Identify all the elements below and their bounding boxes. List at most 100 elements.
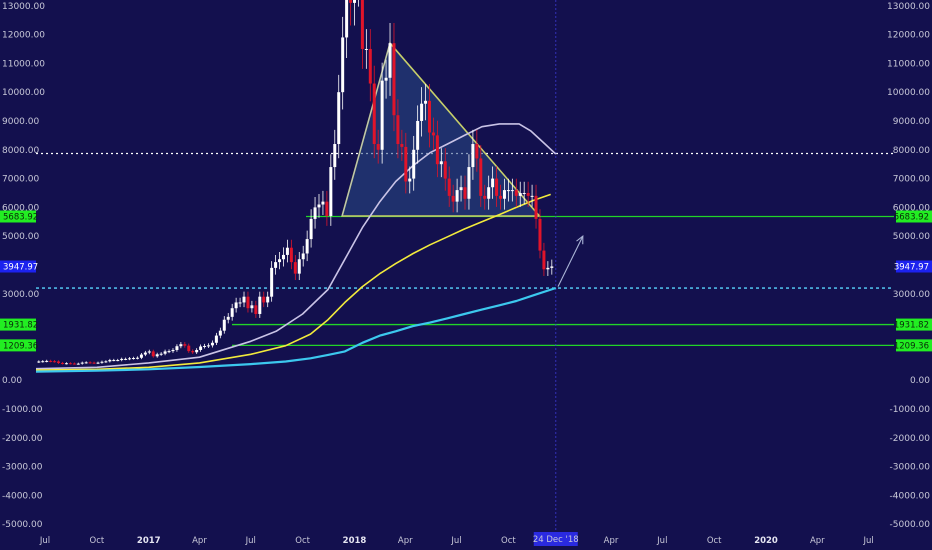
candle-body bbox=[191, 351, 195, 353]
x-tick-label: Apr bbox=[810, 536, 825, 546]
x-axis: Jul Oct 2017 Apr Jul Oct 2018 Apr Jul Oct Apr Jul Oc… bbox=[39, 536, 874, 546]
candle-body bbox=[234, 302, 238, 309]
forecast-arrow bbox=[557, 235, 584, 287]
candle-body bbox=[364, 48, 368, 50]
candle-body bbox=[546, 267, 550, 270]
candle-body bbox=[64, 363, 68, 365]
candle-body bbox=[222, 319, 226, 331]
x-tick-label: 2017 bbox=[137, 536, 161, 546]
candle-body bbox=[309, 218, 313, 240]
price-badge-right-label: 1209.36 bbox=[894, 341, 929, 351]
candle-body bbox=[92, 362, 96, 364]
candle-body bbox=[400, 144, 404, 147]
price-badge-right-label: 3947.97 bbox=[894, 262, 929, 272]
candle-body bbox=[463, 187, 467, 199]
candle-body bbox=[270, 267, 274, 297]
candle-body bbox=[360, 0, 364, 49]
x-tick-label: Oct bbox=[501, 536, 516, 546]
y-tick-label-left: 0.00 bbox=[2, 376, 22, 386]
candle-body bbox=[120, 358, 124, 361]
candle-body bbox=[337, 92, 341, 145]
candle-body bbox=[522, 192, 526, 194]
price-badge-right bbox=[896, 260, 932, 273]
candle-body bbox=[45, 360, 49, 362]
candle-body bbox=[293, 262, 297, 274]
y-tick-label-right: 0.00 bbox=[910, 376, 930, 386]
candle-body bbox=[514, 190, 518, 196]
candle-body bbox=[455, 190, 459, 202]
candle-body bbox=[467, 167, 471, 199]
y-tick-label-right: 8000.00 bbox=[893, 146, 930, 156]
candle-body bbox=[128, 358, 132, 360]
candle-body bbox=[266, 296, 270, 303]
x-tick-label: 2018 bbox=[343, 536, 367, 546]
candle-body bbox=[495, 178, 499, 196]
y-tick-label-right: 6000.00 bbox=[893, 203, 930, 213]
candle-body bbox=[349, 0, 353, 3]
y-tick-label-right: 9000.00 bbox=[893, 117, 930, 127]
price-badge-right-label: 5683.92 bbox=[894, 212, 929, 222]
candle-body bbox=[550, 266, 554, 268]
candle-body bbox=[37, 361, 41, 363]
candle-body bbox=[179, 344, 183, 347]
x-tick-label: Apr bbox=[192, 536, 207, 546]
y-tick-label-right: -3000.00 bbox=[890, 463, 931, 473]
candle-body bbox=[439, 161, 443, 165]
y-tick-label-left: 3000.00 bbox=[2, 290, 39, 300]
candle-body bbox=[297, 259, 301, 274]
candle-body bbox=[420, 103, 424, 121]
candle-body bbox=[167, 351, 171, 353]
candle-body bbox=[218, 330, 222, 336]
x-tick-label: Oct bbox=[90, 536, 105, 546]
candle-body bbox=[175, 346, 179, 350]
y-tick-label-left: -1000.00 bbox=[2, 405, 43, 415]
candle-body bbox=[317, 204, 321, 208]
candle-body bbox=[195, 349, 199, 353]
x-tick-label: Jul bbox=[862, 536, 873, 546]
price-badge-left bbox=[0, 318, 36, 331]
y-tick-label-right: -4000.00 bbox=[890, 491, 931, 501]
price-badge-left bbox=[0, 339, 36, 352]
candle-body bbox=[510, 190, 514, 192]
candle-body bbox=[88, 362, 92, 364]
candle-body bbox=[325, 201, 329, 217]
candle-body bbox=[388, 43, 392, 78]
candle-body bbox=[353, 0, 357, 3]
candle-body bbox=[203, 345, 207, 347]
ma-yellow-line bbox=[35, 193, 551, 371]
candle-body bbox=[518, 192, 522, 196]
candle-body bbox=[53, 361, 57, 363]
candle-body bbox=[68, 363, 72, 365]
date-marker: 24 Dec '18 bbox=[533, 532, 579, 546]
candle-body bbox=[155, 354, 159, 357]
candle-body bbox=[443, 161, 447, 179]
price-badge-left bbox=[0, 210, 36, 223]
x-tick-label: Jul bbox=[39, 536, 50, 546]
candle-body bbox=[526, 192, 530, 196]
y-tick-label-left: 8000.00 bbox=[2, 146, 39, 156]
x-tick-label: Oct bbox=[707, 536, 722, 546]
y-axis-right: 13000.00 12000.00 11000.00 10000.00 9000.00 8… bbox=[887, 2, 930, 530]
candle-body bbox=[124, 358, 128, 360]
y-tick-label-left: 11000.00 bbox=[2, 59, 45, 69]
candle-body bbox=[60, 362, 64, 364]
candle-body bbox=[542, 250, 546, 270]
candle-body bbox=[380, 80, 384, 150]
y-tick-label-left: 9000.00 bbox=[2, 117, 39, 127]
candle-body bbox=[84, 362, 88, 364]
price-badge-right bbox=[896, 339, 932, 352]
y-tick-label-left: -4000.00 bbox=[2, 491, 43, 501]
x-tick-label: Jul bbox=[656, 536, 667, 546]
candle-body bbox=[262, 296, 266, 303]
candle-body bbox=[254, 305, 258, 314]
candle-body bbox=[76, 363, 80, 365]
candle-body bbox=[301, 253, 305, 260]
x-tick-label: Oct bbox=[295, 536, 310, 546]
candle-body bbox=[376, 144, 380, 150]
candle-body bbox=[321, 201, 325, 205]
y-tick-label-right: 3000.00 bbox=[893, 290, 930, 300]
candle-body bbox=[424, 100, 428, 104]
y-tick-label-right: -5000.00 bbox=[890, 520, 931, 530]
